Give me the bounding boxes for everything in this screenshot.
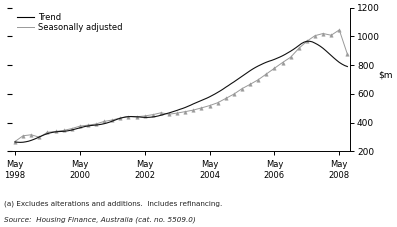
Y-axis label: $m: $m <box>378 70 393 79</box>
Legend: Trend, Seasonally adjusted: Trend, Seasonally adjusted <box>16 12 123 33</box>
Text: (a) Excludes alterations and additions.  Includes refinancing.: (a) Excludes alterations and additions. … <box>4 200 222 207</box>
Text: Source:  Housing Finance, Australia (cat. no. 5509.0): Source: Housing Finance, Australia (cat.… <box>4 216 196 223</box>
